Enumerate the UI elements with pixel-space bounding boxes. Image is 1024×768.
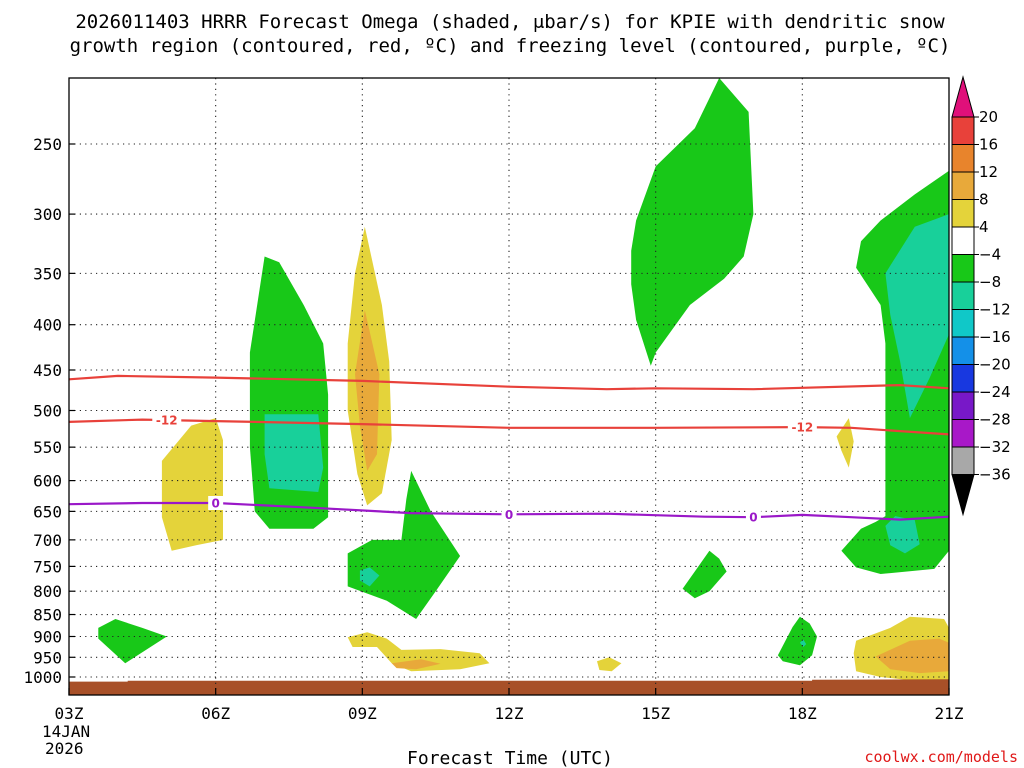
colorbar-label-8: −16 bbox=[979, 328, 1011, 346]
y-tick-label-250: 250 bbox=[33, 135, 62, 154]
omega-region-pos8-0850-0935 bbox=[355, 310, 380, 471]
omega-region-pos4-1350-1420 bbox=[597, 657, 622, 672]
colorbar-swatch-0 bbox=[951, 116, 975, 145]
colorbar-swatch-2 bbox=[951, 171, 975, 200]
contour-label-bg bbox=[208, 496, 224, 511]
colorbar-label-6: −8 bbox=[979, 273, 1001, 291]
omega-region-neg8-1940-2100 bbox=[885, 214, 949, 419]
omega-region-pos8-1950-2100 bbox=[875, 638, 949, 674]
omega-region-pos4-0450-0610 bbox=[161, 418, 223, 551]
colorbar-swatch-1 bbox=[951, 144, 975, 173]
y-tick-label-350: 350 bbox=[33, 264, 62, 283]
colorbar-swatch-5 bbox=[951, 254, 975, 283]
colorbar-swatch-8 bbox=[951, 336, 975, 365]
colorbar-swatch-9 bbox=[951, 364, 975, 393]
colorbar-label-0: 20 bbox=[979, 108, 998, 126]
omega-region-pos4-1850-1905 bbox=[836, 418, 854, 468]
y-tick-label-900: 900 bbox=[33, 627, 62, 646]
omega-region-neg8-1755-1805 bbox=[799, 639, 807, 647]
colorbar-label-9: −20 bbox=[979, 356, 1011, 374]
colorbar-label-5: −4 bbox=[979, 246, 1001, 264]
colorbar: 20 16 12 8 4 −4 −8 −12 −16 −20 −24 −28 −32 −36 bbox=[951, 75, 1011, 517]
colorbar-swatch-12 bbox=[951, 446, 975, 475]
omega-region-pos8-0940-1030 bbox=[391, 659, 441, 670]
colorbar-label-10: −24 bbox=[979, 383, 1011, 401]
y-tick-label-400: 400 bbox=[33, 316, 62, 335]
omega-region-neg4-0840-1100 bbox=[347, 470, 461, 619]
omega-region-neg8-0700-0815 bbox=[264, 414, 324, 492]
colorbar-label-12: −32 bbox=[979, 438, 1011, 456]
y-tick-label-550: 550 bbox=[33, 438, 62, 457]
terrain-layer bbox=[69, 679, 949, 695]
contour-label-freezing-level-0-0: 0 bbox=[211, 497, 219, 511]
omega-region-neg8-0855-0920 bbox=[359, 567, 380, 587]
omega-shading-layer bbox=[98, 78, 949, 681]
y-tick-label-450: 450 bbox=[33, 361, 62, 380]
omega-region-neg8-1940-2025 bbox=[885, 516, 920, 554]
y-tick-label-750: 750 bbox=[33, 557, 62, 576]
colorbar-label-11: −28 bbox=[979, 411, 1011, 429]
colorbar-label-4: 4 bbox=[979, 218, 989, 236]
y-tick-label-500: 500 bbox=[33, 402, 62, 421]
colorbar-swatch-10 bbox=[951, 391, 975, 420]
colorbar-over-arrow bbox=[951, 75, 975, 118]
colorbar-swatch-3 bbox=[951, 199, 975, 228]
omega-region-neg4-0340-0500 bbox=[98, 619, 167, 664]
colorbar-label-2: 12 bbox=[979, 163, 998, 181]
contour-layer: -12 -12 0 0 0 bbox=[68, 374, 950, 525]
colorbar-under-arrow bbox=[951, 474, 975, 517]
colorbar-swatch-11 bbox=[951, 419, 975, 448]
contour-label-bg bbox=[787, 420, 817, 435]
colorbar-swatch-7 bbox=[951, 309, 975, 338]
chart-title-line-1: 2026011403 HRRR Forecast Omega (shaded, … bbox=[75, 11, 945, 33]
x-tick-label-18Z: 18Z bbox=[788, 704, 817, 723]
contour-label-freezing-level-0-2: 0 bbox=[749, 511, 757, 525]
colorbar-swatch-6 bbox=[951, 281, 975, 310]
x-tick-label-21Z: 21Z bbox=[935, 704, 964, 723]
contour-label-freezing-level-0-1: 0 bbox=[505, 508, 513, 522]
omega-region-neg4-1430-1710 bbox=[631, 78, 754, 366]
contour-label-bg bbox=[501, 507, 517, 522]
terrain-ground bbox=[69, 679, 949, 695]
y-tick-label-600: 600 bbox=[33, 472, 62, 491]
x-axis-title: Forecast Time (UTC) bbox=[407, 748, 613, 768]
date-label-year: 2026 bbox=[45, 739, 84, 758]
x-tick-label-03Z: 03Z bbox=[55, 704, 84, 723]
omega-region-pos4-0840-1140 bbox=[347, 632, 490, 672]
date-label-day: 14JAN bbox=[42, 722, 90, 741]
y-tick-label-950: 950 bbox=[33, 648, 62, 667]
colorbar-label-13: −36 bbox=[979, 466, 1011, 484]
x-tick-label-12Z: 12Z bbox=[495, 704, 524, 723]
axes: 250 300 350 400 450 500 550 600 650 700 750 800 850 9… bbox=[23, 77, 964, 723]
omega-region-neg4-1540-1630 bbox=[682, 550, 727, 599]
y-tick-label-300: 300 bbox=[33, 205, 62, 224]
omega-region-neg4-1740-1820 bbox=[777, 616, 817, 666]
y-tick-label-700: 700 bbox=[33, 531, 62, 550]
y-tick-label-650: 650 bbox=[33, 502, 62, 521]
contour-label-dgz-lower-m12-1: -12 bbox=[791, 421, 813, 435]
y-tick-label-800: 800 bbox=[33, 582, 62, 601]
contour-label-dgz-lower-m12-0: -12 bbox=[156, 414, 178, 428]
x-tick-label-06Z: 06Z bbox=[201, 704, 230, 723]
gridlines bbox=[69, 78, 949, 695]
colorbar-label-3: 8 bbox=[979, 191, 989, 209]
contour-dgz-upper bbox=[68, 374, 950, 391]
colorbar-label-1: 16 bbox=[979, 136, 998, 154]
contour-label-bg bbox=[152, 413, 182, 428]
chart-title-line-2: growth region (contoured, red, ºC) and f… bbox=[70, 35, 951, 57]
colorbar-swatch-4 bbox=[951, 226, 975, 255]
x-tick-label-09Z: 09Z bbox=[348, 704, 377, 723]
colorbar-label-7: −12 bbox=[979, 301, 1011, 319]
y-tick-label-850: 850 bbox=[33, 606, 62, 625]
x-tick-label-15Z: 15Z bbox=[641, 704, 670, 723]
y-tick-label-1000: 1000 bbox=[23, 668, 62, 687]
source-credit[interactable]: coolwx.com/models bbox=[864, 748, 1018, 766]
contour-label-bg bbox=[745, 510, 761, 525]
